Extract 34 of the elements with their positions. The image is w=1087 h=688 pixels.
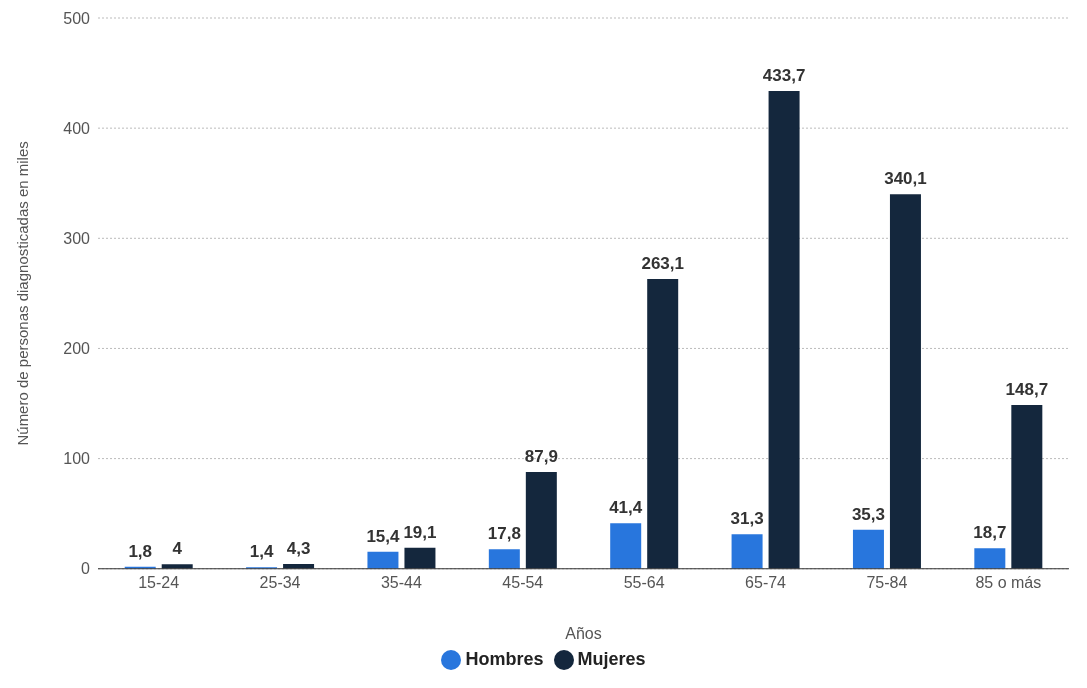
x-tick-label: 85 o más — [975, 574, 1042, 592]
data-label: 35,3 — [851, 504, 885, 524]
data-label: 31,3 — [730, 509, 764, 529]
data-label: 4 — [172, 539, 183, 559]
data-label: 18,7 — [973, 523, 1007, 543]
x-tick-label: 75-84 — [866, 574, 908, 592]
x-axis-title: Años — [565, 624, 602, 642]
data-label: 148,7 — [1005, 379, 1049, 399]
x-tick-label: 55-64 — [623, 574, 665, 592]
y-axis-title: Número de personas diagnosticadas en miles — [14, 141, 32, 446]
x-tick-label: 65-74 — [745, 574, 787, 592]
data-label: 1,4 — [249, 542, 274, 562]
data-label: 87,9 — [524, 446, 558, 466]
data-label: 17,8 — [487, 524, 521, 544]
x-tick-label: 25-34 — [259, 574, 301, 592]
legend-label: Mujeres — [577, 648, 646, 669]
legend-label: Hombres — [465, 648, 544, 669]
data-label: 433,7 — [762, 66, 806, 86]
y-tick-label: 200 — [63, 340, 91, 358]
data-label: 4,3 — [286, 539, 311, 559]
y-tick-label: 0 — [81, 560, 91, 578]
x-tick-label: 15-24 — [138, 574, 180, 592]
data-label: 19,1 — [403, 522, 437, 542]
x-tick-label: 45-54 — [502, 574, 544, 592]
data-label: 15,4 — [366, 526, 401, 546]
y-tick-label: 400 — [63, 119, 91, 137]
data-label: 340,1 — [884, 169, 927, 189]
data-label: 41,4 — [609, 498, 643, 518]
data-label: 263,1 — [641, 253, 684, 273]
y-tick-label: 100 — [63, 450, 91, 468]
x-tick-label: 35-44 — [380, 574, 422, 592]
data-label: 1,8 — [128, 541, 153, 561]
y-tick-label: 500 — [63, 9, 91, 27]
y-tick-label: 300 — [63, 229, 91, 247]
